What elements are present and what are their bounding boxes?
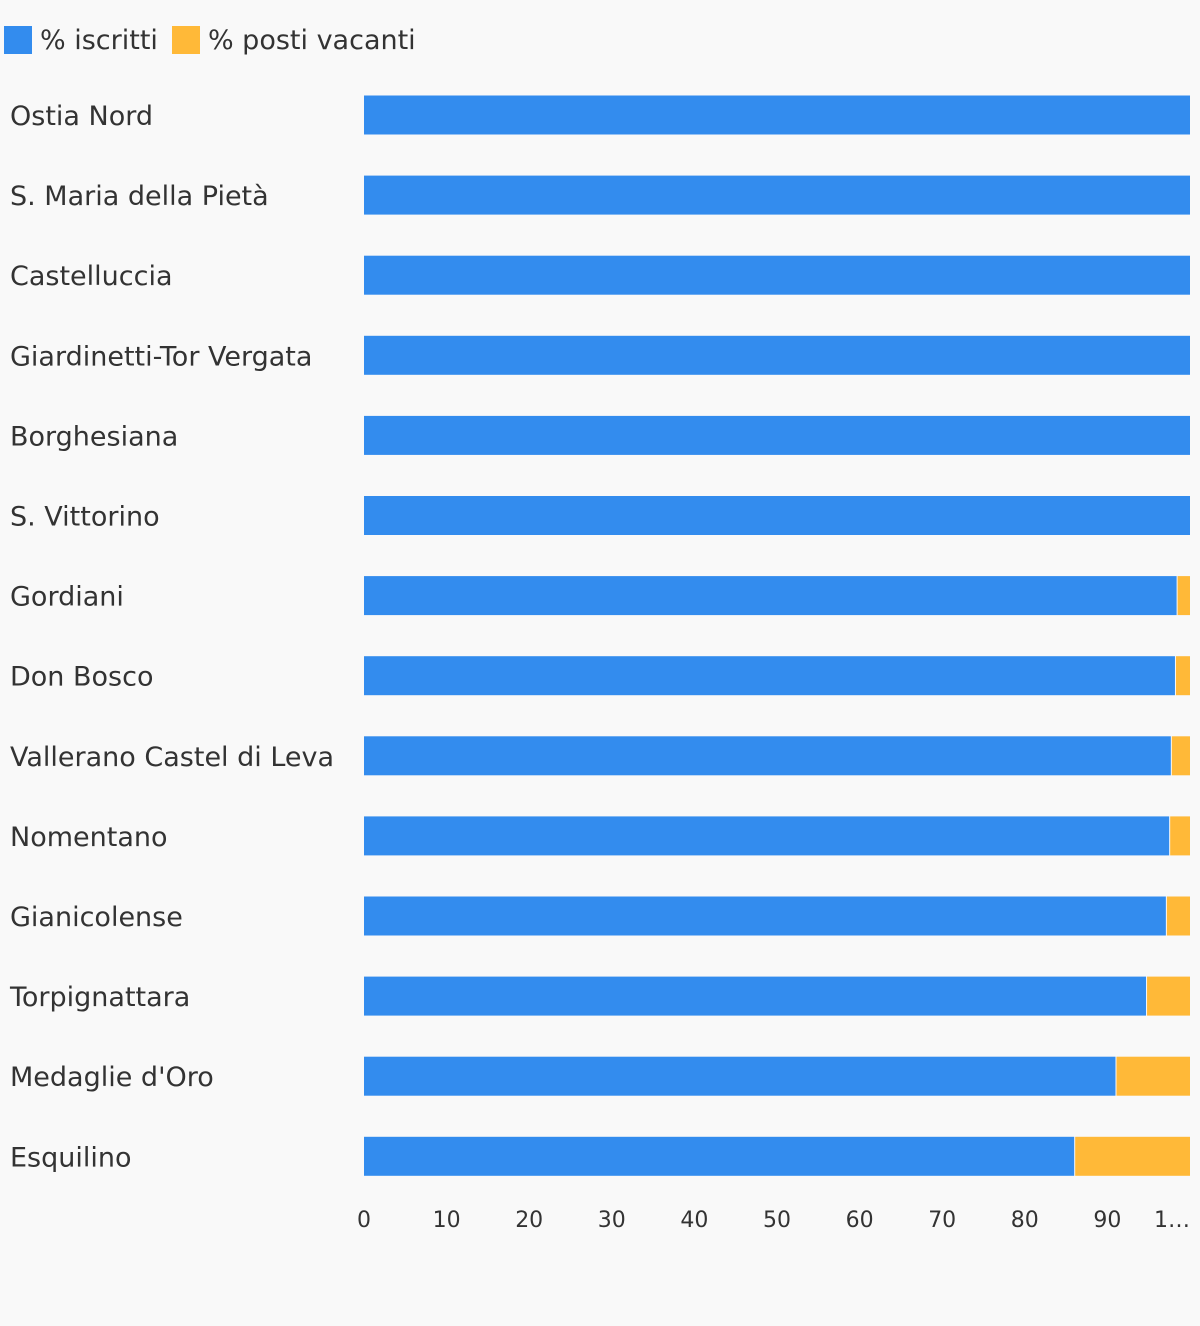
x-tick-label: 0 — [357, 1208, 371, 1233]
legend-swatch — [4, 26, 32, 54]
category-label: S. Maria della Pietà — [10, 181, 269, 212]
bar-segment[interactable] — [364, 576, 1177, 616]
bar-segment[interactable] — [364, 1136, 1075, 1176]
legend-swatch — [171, 26, 200, 54]
bar-segment[interactable] — [364, 816, 1170, 856]
legend-item[interactable]: % iscritti — [4, 25, 158, 56]
category-label: Gianicolense — [10, 902, 183, 933]
legend-label: % iscritti — [40, 24, 158, 56]
bar-segment[interactable] — [364, 415, 1190, 455]
category-label: Medaglie d'Oro — [10, 1062, 214, 1093]
x-tick-label: 50 — [763, 1208, 791, 1233]
category-label: Castelluccia — [10, 261, 173, 292]
category-label: Torpignattara — [9, 982, 190, 1013]
bar-segment[interactable] — [364, 496, 1190, 535]
bar-segment[interactable] — [1166, 896, 1190, 936]
bar-segment[interactable] — [1170, 816, 1190, 856]
category-label: Don Bosco — [10, 662, 153, 693]
legend: % iscritti % posti vacanti — [4, 22, 430, 58]
bar-segment[interactable] — [1175, 656, 1190, 696]
x-tick-label: 40 — [680, 1208, 708, 1233]
bar-segment[interactable] — [1177, 576, 1190, 616]
category-label: Nomentano — [10, 822, 168, 853]
bar-segment[interactable] — [364, 736, 1171, 776]
x-tick-label: 80 — [1011, 1208, 1039, 1233]
category-label: S. Vittorino — [10, 502, 160, 533]
category-label: Gordiani — [10, 582, 124, 613]
bar-segment[interactable] — [364, 1056, 1116, 1096]
x-tick-label: 10 — [433, 1208, 461, 1233]
bar-segment[interactable] — [364, 656, 1175, 696]
bar-segment[interactable] — [364, 335, 1190, 375]
x-tick-label: 60 — [846, 1208, 874, 1233]
bar-segment[interactable] — [1147, 976, 1190, 1016]
legend-label: % posti vacanti — [207, 24, 416, 56]
legend-item[interactable]: % posti vacanti — [171, 24, 416, 56]
category-label: Borghesiana — [10, 421, 178, 452]
bar-segment[interactable] — [1075, 1136, 1190, 1176]
category-label: Giardinetti-Tor Vergata — [10, 341, 312, 372]
x-tick-label: 1… — [1154, 1208, 1190, 1233]
x-tick-label: 30 — [598, 1208, 626, 1233]
category-label: Vallerano Castel di Leva — [10, 742, 334, 773]
bar-segment[interactable] — [364, 95, 1190, 135]
bar-segment[interactable] — [364, 976, 1147, 1016]
category-label: Ostia Nord — [10, 101, 153, 132]
bar-segment[interactable] — [1116, 1056, 1190, 1096]
x-tick-label: 70 — [928, 1208, 956, 1233]
bar-segment[interactable] — [364, 896, 1166, 936]
x-tick-label: 90 — [1093, 1208, 1121, 1233]
bar-segment[interactable] — [364, 255, 1190, 295]
bar-segment[interactable] — [1171, 736, 1190, 776]
category-label: Esquilino — [10, 1142, 132, 1173]
x-tick-label: 20 — [515, 1208, 543, 1233]
bar-segment[interactable] — [364, 175, 1190, 215]
